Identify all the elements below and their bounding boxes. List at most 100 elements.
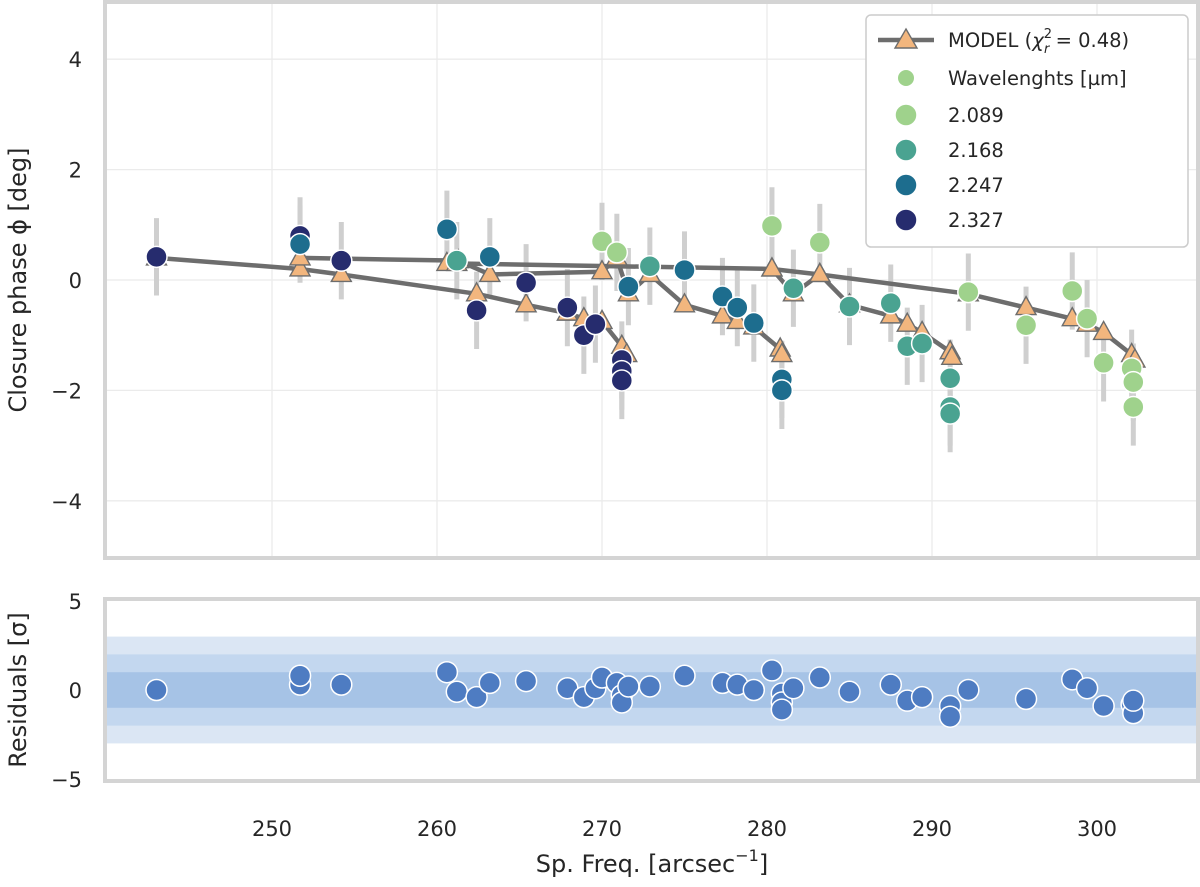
model-marker xyxy=(288,245,312,266)
observation-point xyxy=(435,217,459,241)
observation-point xyxy=(1075,307,1099,330)
observation-point xyxy=(938,367,962,390)
legend: MODEL (χ2 r = 0.48) Wavelenghts [µm] 2.08… xyxy=(865,14,1189,248)
model-marker xyxy=(896,311,919,332)
observation-point xyxy=(782,277,805,300)
residual-point xyxy=(1075,676,1099,700)
observation-point xyxy=(938,402,962,425)
x-tick-label: 280 xyxy=(747,817,787,841)
bottom-y-ticks: −5 0 5 xyxy=(51,590,82,792)
legend-label-2089: 2.089 xyxy=(948,104,1004,127)
legend-title-marker xyxy=(898,70,914,86)
x-axis-label-end: ] xyxy=(759,850,768,878)
legend-model-marker xyxy=(893,27,919,49)
legend-label-2247: 2.247 xyxy=(948,174,1004,197)
legend-chi-value: = 0.48) xyxy=(1049,29,1129,52)
observation-point xyxy=(1122,370,1145,394)
top-y-ticks: −4 −2 0 2 4 xyxy=(51,48,82,514)
x-tick-label: 300 xyxy=(1077,817,1117,841)
top-y-tick-label: 4 xyxy=(69,48,82,72)
observation-point xyxy=(330,249,353,272)
observation-point xyxy=(638,254,662,278)
residual-point xyxy=(673,664,696,688)
observation-point xyxy=(742,311,766,335)
model-marker xyxy=(760,256,784,277)
observation-point xyxy=(478,245,502,269)
bottom-y-tick-label: 0 xyxy=(69,679,82,703)
observation-point xyxy=(770,379,794,402)
residual-point xyxy=(1014,687,1038,711)
legend-marker-2247 xyxy=(894,173,918,197)
legend-wavelength-title: Wavelenghts [µm] xyxy=(948,67,1127,90)
residual-point xyxy=(465,685,488,709)
model-line xyxy=(154,255,629,357)
observations xyxy=(145,214,1145,425)
residual-point xyxy=(1122,689,1145,712)
observation-point xyxy=(584,312,607,336)
observation-point xyxy=(288,232,312,256)
residual-point xyxy=(879,673,902,696)
x-tick-label: 250 xyxy=(252,817,292,841)
model-marker xyxy=(288,256,312,277)
model-marker xyxy=(711,303,734,324)
residual-point xyxy=(742,678,766,702)
residual-point xyxy=(638,675,662,698)
observation-point xyxy=(910,332,934,355)
residual-point xyxy=(838,680,861,704)
legend-chi-sup: 2 xyxy=(1044,27,1052,42)
legend-marker-2327 xyxy=(894,208,918,232)
observation-point xyxy=(957,280,980,304)
model-marker xyxy=(1092,319,1115,341)
observation-point xyxy=(879,291,902,315)
observation-point xyxy=(1014,314,1038,337)
model-marker xyxy=(673,292,696,313)
model-marker xyxy=(726,308,749,330)
model-marker xyxy=(330,262,353,283)
top-y-axis-label: Closure phase ϕ [deg] xyxy=(4,147,32,412)
observation-point xyxy=(617,275,640,298)
observation-point xyxy=(1092,351,1115,375)
bottom-axes-frame xyxy=(103,597,1200,783)
x-ticks: 250 260 270 280 290 300 xyxy=(252,817,1117,841)
legend-label-2168: 2.168 xyxy=(948,139,1004,162)
top-y-tick-label: −4 xyxy=(51,490,82,514)
residual-point xyxy=(330,673,353,696)
residual-point xyxy=(1092,694,1115,718)
observation-point xyxy=(673,258,696,282)
observation-point xyxy=(514,271,538,295)
top-axes-frame xyxy=(103,0,1200,560)
top-panel: −4 −2 0 2 4 Closure phase ϕ [deg] MODEL (χ2 r… xyxy=(4,0,1200,560)
observation-point xyxy=(760,214,784,238)
top-y-tick-label: −2 xyxy=(51,379,82,403)
residual-point xyxy=(770,698,794,721)
bottom-panel: −5 0 5 250 260 270 280 290 300 Residuals [σ] Sp… xyxy=(4,590,1200,878)
legend-model-label: MODEL (χ2 r = 0.48) xyxy=(948,27,1129,57)
residual-point xyxy=(617,675,640,698)
observation-point xyxy=(838,295,861,318)
bottom-y-tick-label: −5 xyxy=(51,768,82,792)
observation-point xyxy=(726,296,749,319)
residual-point xyxy=(445,680,469,704)
residual-points xyxy=(145,659,1145,728)
model-marker xyxy=(590,259,614,280)
x-axis-label: Sp. Freq. [arcsec−1] xyxy=(536,846,768,878)
legend-marker-2089 xyxy=(894,103,918,127)
observation-point xyxy=(556,296,579,319)
observation-point xyxy=(1122,395,1145,419)
legend-box xyxy=(865,14,1189,248)
observation-point xyxy=(808,231,832,254)
x-tick-label: 260 xyxy=(417,817,457,841)
model-marker xyxy=(808,262,831,283)
residual-point xyxy=(957,678,980,702)
residual-point xyxy=(808,666,832,689)
residual-point xyxy=(782,676,805,700)
residual-point xyxy=(478,671,502,695)
x-axis-label-exponent: −1 xyxy=(735,846,759,865)
legend-label-2327: 2.327 xyxy=(948,209,1004,232)
observation-point xyxy=(610,369,634,392)
model-marker xyxy=(478,262,501,283)
residual-point xyxy=(910,685,934,709)
observation-point xyxy=(1061,279,1084,303)
residual-point xyxy=(514,669,538,693)
